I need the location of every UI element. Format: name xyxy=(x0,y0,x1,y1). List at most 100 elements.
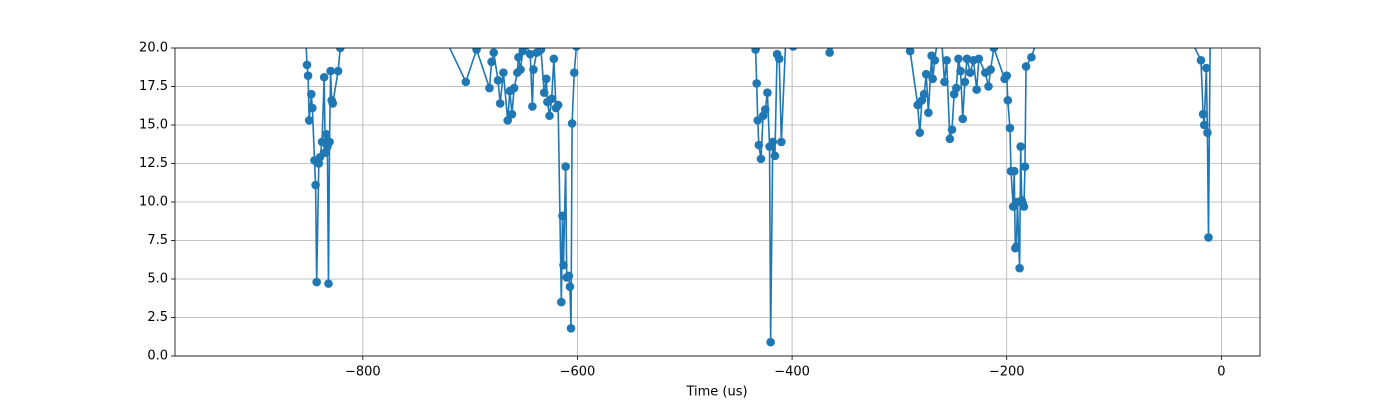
x-tick-label: −400 xyxy=(774,365,810,380)
data-point xyxy=(333,66,343,76)
data-point xyxy=(1202,63,1211,73)
data-point xyxy=(311,180,320,190)
data-point xyxy=(956,66,965,76)
data-point xyxy=(942,56,951,65)
y-tick-label: 10.0 xyxy=(139,195,168,210)
data-point xyxy=(565,282,575,292)
data-point xyxy=(461,77,471,87)
data-point xyxy=(485,83,494,93)
data-point xyxy=(547,94,556,104)
data-point xyxy=(559,260,568,270)
y-tick-label: 0.0 xyxy=(147,349,168,364)
data-point xyxy=(525,49,535,59)
data-point xyxy=(1005,123,1015,133)
data-point xyxy=(549,54,559,64)
data-point xyxy=(921,69,931,79)
data-point xyxy=(326,66,335,76)
data-point xyxy=(930,56,940,65)
data-point xyxy=(518,48,528,56)
data-point xyxy=(1012,242,1021,251)
data-point xyxy=(536,48,546,54)
data-point xyxy=(545,111,554,121)
data-point xyxy=(303,71,313,81)
y-tick-label: 5.0 xyxy=(147,272,168,287)
data-point xyxy=(1027,52,1036,62)
data-point xyxy=(557,297,566,307)
x-tick-label: −200 xyxy=(989,365,1025,380)
data-point xyxy=(756,154,766,164)
x-tick-label: −600 xyxy=(560,365,596,380)
data-point xyxy=(960,77,970,87)
data-point xyxy=(322,129,331,139)
data-point xyxy=(1198,109,1208,119)
data-point xyxy=(766,337,775,347)
data-point xyxy=(928,74,937,84)
data-point xyxy=(507,109,517,119)
data-point xyxy=(561,162,570,171)
data-point xyxy=(1015,263,1024,273)
data-point xyxy=(760,105,770,114)
data-point xyxy=(1196,56,1206,65)
x-tick-label: 0 xyxy=(1217,365,1225,380)
data-point xyxy=(1019,202,1029,211)
data-point xyxy=(569,68,579,77)
data-point xyxy=(489,48,499,57)
data-point xyxy=(325,137,334,147)
data-point xyxy=(777,137,786,147)
data-point xyxy=(509,83,519,93)
data-point xyxy=(503,116,512,125)
data-point xyxy=(553,100,563,110)
data-point xyxy=(572,48,581,51)
data-point xyxy=(1016,142,1025,151)
x-tick-label: −800 xyxy=(345,365,381,380)
y-tick-label: 7.5 xyxy=(147,233,168,248)
data-point xyxy=(770,151,780,161)
data-point xyxy=(972,85,981,94)
data-point xyxy=(1199,120,1209,130)
data-point xyxy=(958,114,968,124)
data-point xyxy=(1020,162,1030,171)
y-tick-label: 20.0 xyxy=(139,41,168,56)
data-point xyxy=(567,119,577,128)
data-point xyxy=(789,48,798,51)
data-point xyxy=(558,211,567,221)
data-point xyxy=(308,103,317,113)
data-point xyxy=(302,60,312,70)
data-point xyxy=(754,140,764,150)
data-point xyxy=(940,77,949,87)
data-point xyxy=(919,89,929,99)
data-point xyxy=(1002,71,1012,81)
data-point xyxy=(487,57,496,67)
data-point xyxy=(825,48,834,57)
data-point xyxy=(951,83,961,93)
data-point xyxy=(962,54,972,64)
data-point xyxy=(529,65,538,74)
data-point xyxy=(493,76,503,85)
data-point xyxy=(516,65,525,74)
data-point xyxy=(924,108,933,117)
data-point xyxy=(1009,166,1019,176)
data-point xyxy=(751,48,760,54)
data-point xyxy=(1204,233,1213,242)
y-tick-label: 2.5 xyxy=(147,310,168,325)
data-point xyxy=(499,68,508,77)
y-tick-label: 15.0 xyxy=(139,118,168,133)
data-point xyxy=(945,134,955,144)
data-point xyxy=(1203,128,1212,137)
data-point xyxy=(986,65,995,74)
x-axis-label: Time (us) xyxy=(685,385,747,400)
data-point xyxy=(312,277,321,287)
data-point xyxy=(335,48,345,53)
data-point xyxy=(495,99,505,108)
data-point xyxy=(472,48,481,54)
data-point xyxy=(965,68,975,77)
data-point xyxy=(514,52,523,62)
y-tick-label: 12.5 xyxy=(139,156,168,171)
data-point xyxy=(539,88,549,97)
plot-area xyxy=(302,48,1213,347)
data-point xyxy=(763,88,772,97)
data-point xyxy=(1003,96,1013,105)
data-point xyxy=(905,48,915,56)
